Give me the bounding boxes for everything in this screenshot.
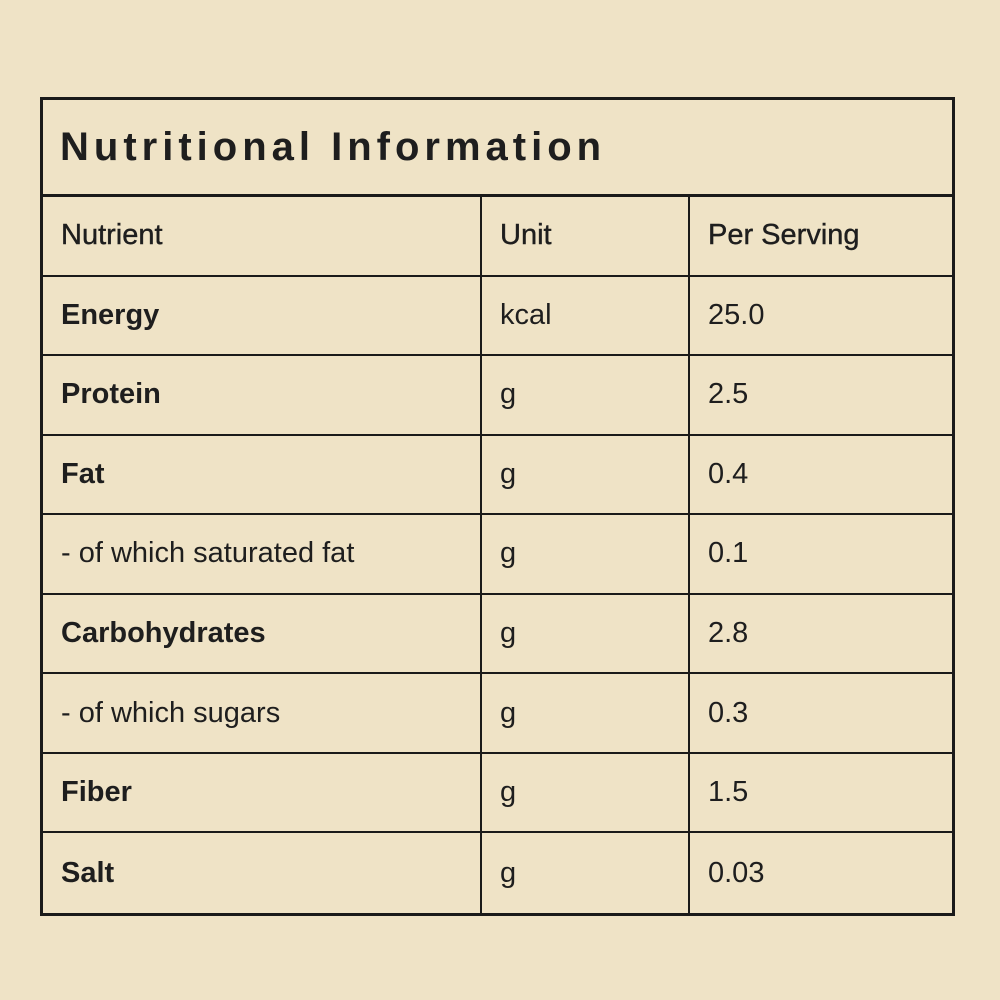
- value-cell: 2.5: [690, 356, 952, 436]
- column-header-per-serving: Per Serving: [690, 197, 952, 277]
- value-cell: 0.03: [708, 856, 765, 889]
- unit-cell: g: [482, 674, 690, 754]
- nutrient-cell: Protein: [43, 356, 482, 436]
- column-header-nutrient: Nutrient: [43, 197, 482, 277]
- value-cell: 1.5: [690, 754, 952, 834]
- column-header-unit: Unit: [482, 197, 690, 277]
- unit-cell: g: [482, 515, 690, 595]
- nutrition-info-panel: Nutritional Information Nutrient Unit Pe…: [40, 97, 955, 916]
- value-cell: 0.3: [690, 674, 952, 754]
- value-cell: 2.8: [690, 595, 952, 675]
- unit-cell: kcal: [482, 276, 690, 357]
- nutrient-cell: Fiber: [43, 753, 482, 834]
- nutrient-cell: - of which saturated fat: [43, 515, 482, 595]
- nutrient-cell: Energy: [43, 276, 482, 357]
- unit-cell: g: [482, 594, 690, 675]
- unit-cell: g: [482, 435, 690, 516]
- value-cell: 0.4: [690, 436, 952, 516]
- unit-cell: g: [482, 356, 690, 436]
- nutrient-cell: Fat: [43, 435, 482, 516]
- unit-cell: g: [482, 833, 690, 913]
- panel-title-bar: Nutritional Information: [43, 100, 952, 197]
- nutrient-cell: - of which sugars: [43, 674, 482, 754]
- value-cell: 25.0: [690, 277, 952, 357]
- value-cell: 0.1: [690, 515, 952, 595]
- unit-cell: g: [482, 753, 690, 834]
- panel-title: Nutritional Information: [60, 124, 607, 169]
- nutrient-cell: Salt: [43, 833, 482, 913]
- nutrient-cell: Carbohydrates: [43, 594, 482, 675]
